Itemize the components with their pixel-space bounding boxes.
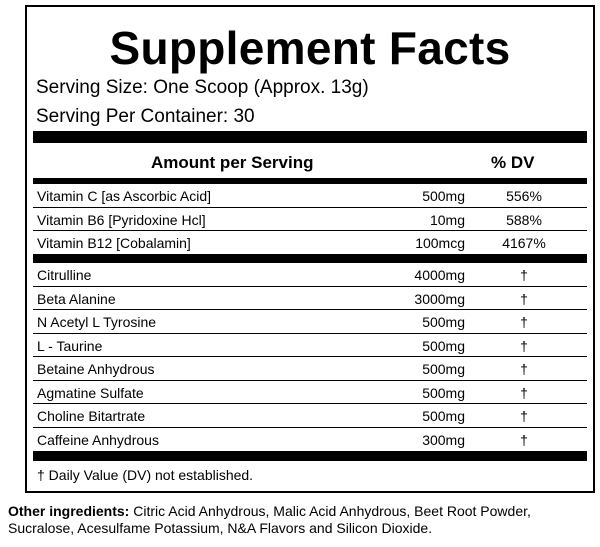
- thick-rule: [33, 131, 587, 143]
- nutrient-name: Beta Alanine: [37, 290, 116, 307]
- nutrient-amount: 10mg: [429, 211, 465, 228]
- nutrient-row: Caffeine Anhydrous 300mg †: [33, 428, 587, 451]
- nutrient-dv: †: [520, 337, 528, 354]
- nutrient-amount: 500mg: [422, 408, 465, 424]
- medium-rule: [33, 178, 587, 184]
- footnote: † Daily Value (DV) not established.: [37, 467, 254, 483]
- nutrient-name: N Acetyl L Tyrosine: [37, 314, 157, 330]
- other-text: Citric Acid Anhydrous, Malic Acid Anhydr…: [8, 503, 531, 536]
- title: Supplement Facts: [109, 22, 511, 74]
- nutrient-dv: 4167%: [502, 235, 546, 251]
- nutrient-name: Choline Bitartrate: [37, 408, 146, 424]
- facts-panel: Supplement Facts Serving Size: One Scoop…: [25, 5, 595, 493]
- nutrient-amount: 500mg: [422, 361, 465, 377]
- nutrient-amount: 3000mg: [414, 290, 465, 307]
- nutrient-name: L - Taurine: [37, 337, 103, 354]
- nutrient-dv: †: [520, 408, 528, 424]
- nutrient-row: Citrulline 4000mg †: [33, 263, 587, 287]
- nutrient-dv: 556%: [506, 188, 542, 204]
- nutrient-dv: †: [520, 314, 528, 330]
- nutrient-row: Agmatine Sulfate 500mg †: [33, 381, 587, 404]
- nutrient-name: Citrulline: [37, 267, 92, 283]
- nutrient-row: Vitamin B6 [Pyridoxine Hcl] 10mg 588%: [33, 208, 587, 231]
- other-ingredients: Other ingredients: Citric Acid Anhydrous…: [8, 503, 588, 537]
- nutrient-row: Vitamin C [as Ascorbic Acid] 500mg 556%: [33, 184, 587, 208]
- nutrient-name: Agmatine Sulfate: [37, 384, 144, 401]
- nutrient-name: Betaine Anhydrous: [37, 361, 155, 377]
- other-label: Other ingredients:: [8, 503, 130, 519]
- nutrient-dv: †: [520, 384, 528, 401]
- nutrient-name: Vitamin B6 [Pyridoxine Hcl]: [37, 211, 206, 228]
- nutrient-dv: †: [520, 267, 528, 283]
- dv-header: % DV: [491, 153, 535, 172]
- nutrient-row: Choline Bitartrate 500mg †: [33, 404, 587, 428]
- nutrient-amount: 4000mg: [414, 267, 465, 283]
- thick-rule: [33, 451, 587, 461]
- nutrient-dv: †: [520, 361, 528, 377]
- nutrient-row: N Acetyl L Tyrosine 500mg †: [33, 310, 587, 334]
- nutrient-name: Caffeine Anhydrous: [37, 431, 159, 448]
- nutrient-amount: 100mcg: [415, 235, 465, 251]
- amount-header: Amount per Serving: [151, 153, 314, 172]
- nutrient-amount: 300mg: [422, 431, 465, 448]
- serving-size: Serving Size: One Scoop (Approx. 13g): [36, 77, 369, 98]
- nutrient-amount: 500mg: [422, 188, 465, 204]
- nutrient-dv: 588%: [506, 211, 542, 228]
- nutrient-amount: 500mg: [422, 384, 465, 401]
- nutrient-amount: 500mg: [422, 314, 465, 330]
- nutrient-row: Betaine Anhydrous 500mg †: [33, 357, 587, 381]
- nutrient-name: Vitamin B12 [Cobalamin]: [37, 235, 191, 251]
- nutrient-amount: 500mg: [422, 337, 465, 354]
- nutrient-dv: †: [520, 290, 528, 307]
- nutrient-row: L - Taurine 500mg †: [33, 334, 587, 357]
- thick-rule: [33, 254, 587, 263]
- nutrient-dv: †: [520, 431, 528, 448]
- nutrient-row: Beta Alanine 3000mg †: [33, 287, 587, 310]
- servings-per-container: Serving Per Container: 30: [36, 106, 255, 127]
- nutrient-row: Vitamin B12 [Cobalamin] 100mcg 4167%: [33, 231, 587, 254]
- nutrient-name: Vitamin C [as Ascorbic Acid]: [37, 188, 212, 204]
